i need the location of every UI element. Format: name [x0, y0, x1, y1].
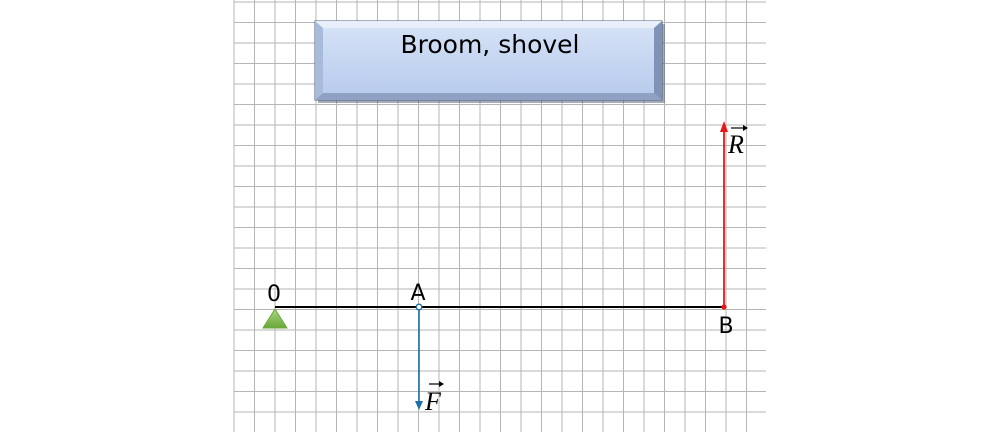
force-label: F — [424, 381, 444, 416]
title-box: Broom, shovel — [314, 20, 665, 103]
origin-label: 0 — [267, 282, 281, 307]
title-text: Broom, shovel — [400, 30, 579, 59]
support-triangle — [262, 308, 288, 329]
point-b-label: B — [718, 314, 733, 339]
force-vector — [415, 303, 423, 410]
reaction-vector — [720, 121, 728, 310]
force-label-arrow-icon — [429, 381, 444, 387]
point-a-label: A — [410, 281, 425, 306]
reaction-label: R — [727, 125, 748, 159]
reaction-label-arrow-icon — [731, 125, 748, 131]
reaction-label-text: R — [727, 130, 744, 159]
force-label-text: F — [424, 387, 442, 416]
